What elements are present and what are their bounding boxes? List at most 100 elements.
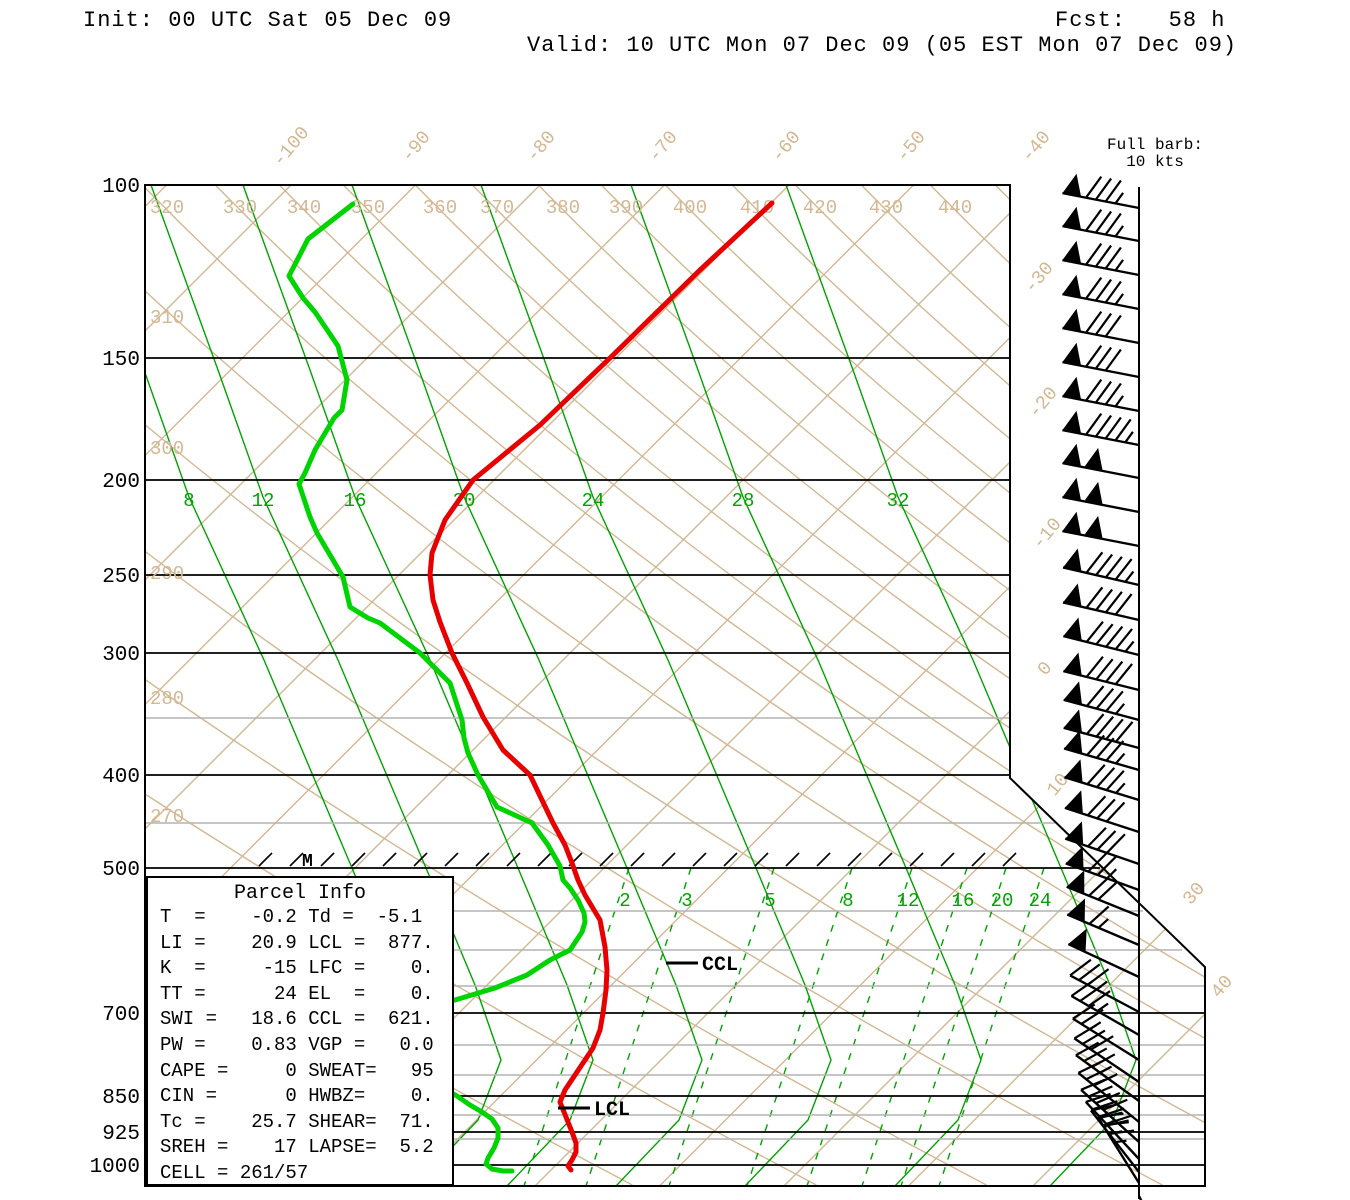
pressure-axis-label: 400: [102, 766, 140, 789]
dry-adiabat-label: 350: [351, 197, 385, 219]
parcel-info-panel: Parcel Info T = -0.2 Td = -5.1 LI = 20.9 …: [146, 876, 454, 1186]
dry-adiabat-label: 340: [287, 197, 321, 219]
dry-adiabat-label: 300: [150, 438, 184, 460]
wind-barb: [1063, 617, 1140, 657]
wind-barb: [1073, 1024, 1140, 1083]
isotherm-line: [145, 185, 167, 1186]
dry-adiabat-line: [0, 185, 17, 1185]
mixing-ratio-line: [861, 867, 968, 1186]
dry-adiabat-line: [929, 185, 1205, 1186]
valid-time-label: Valid: 10 UTC Mon 07 Dec 09 (05 EST Mon …: [527, 33, 1238, 58]
mixing-ratio-label: 5: [764, 890, 775, 912]
isotherm-line: [145, 185, 914, 1186]
isotherm-line: [908, 185, 1205, 1186]
wind-barb: [1064, 790, 1140, 834]
mixing-ratio-label: 12: [897, 890, 920, 912]
wind-barb: [1063, 652, 1140, 692]
parcel-row: T = -0.2 Td = -5.1: [160, 906, 423, 928]
dry-adiabat-label: 400: [673, 197, 707, 219]
dry-adiabat-line: [731, 185, 1205, 1186]
pressure-axis-label: 500: [102, 859, 140, 882]
wind-barb: [1064, 759, 1140, 802]
isotherm-line: [145, 185, 665, 1186]
temperature-curve: [427, 200, 775, 1173]
mixing-ratio-line: [938, 867, 1045, 1186]
moist-adiabat-label: 16: [344, 490, 367, 512]
mixing-ratio-line: [806, 867, 913, 1186]
wind-barb: [1062, 173, 1140, 210]
moist-adiabat-line: [785, 185, 1137, 1186]
wind-barb: [1062, 206, 1140, 243]
dewpoint-curve: [286, 201, 588, 1174]
dry-adiabat-label: 290: [150, 563, 184, 585]
dry-adiabat-line: [145, 185, 817, 1186]
mixing-ratio-line: [523, 867, 630, 1186]
pressure-axis-label: 925: [102, 1123, 140, 1146]
mixing-ratio-line: [746, 867, 853, 1186]
isotherm-right-label: -10: [1028, 514, 1067, 554]
wind-barb: [1067, 928, 1140, 979]
forecast-hour-label: Fcst: 58 h: [1055, 8, 1226, 33]
dry-adiabat-label: 310: [150, 307, 184, 329]
isotherm-top-label: -40: [1017, 127, 1056, 167]
isotherm-line: [0, 185, 42, 1186]
wind-barb: [1065, 846, 1140, 892]
wind-barb: [1062, 308, 1140, 345]
mixing-ratio-line: [585, 867, 692, 1186]
dry-adiabat-label: 320: [150, 197, 184, 219]
moist-adiabat-label: 32: [887, 490, 910, 512]
dry-adiabat-label: 440: [938, 197, 972, 219]
sounding-curves: [286, 200, 775, 1174]
isotherm-line: [534, 185, 1205, 1186]
parcel-info-title: Parcel Info: [233, 882, 367, 905]
isotherm-line: [783, 185, 1205, 1186]
wind-barb: [1062, 342, 1140, 379]
isotherm-line: [145, 185, 790, 1186]
isotherm-line: [410, 185, 1205, 1186]
isotherm-top-label: -50: [892, 127, 931, 167]
isotherm-line: [145, 185, 541, 1186]
wind-barb: [1062, 583, 1140, 622]
mixing-ratio-line: [668, 867, 775, 1186]
parcel-row: K = -15 LFC = 0.: [160, 957, 434, 980]
isotherm-right-label: 30: [1178, 878, 1210, 910]
parcel-row: TT = 24 EL = 0.: [160, 982, 434, 1005]
dry-adiabat-line: [145, 185, 1205, 1186]
mixing-ratio-label: 3: [681, 890, 692, 912]
pressure-axis-label: 250: [102, 566, 140, 589]
isotherm-top-label: -60: [767, 127, 806, 167]
barb-legend: Full barb: 10 kts: [1095, 137, 1215, 171]
mixing-ratio-label: 20: [991, 890, 1014, 912]
parcel-row: PW = 0.83 VGP = 0.0: [160, 1034, 434, 1056]
moist-adiabat-label: 8: [183, 490, 194, 512]
wind-barb: [1096, 1112, 1141, 1184]
wind-barb: [1062, 376, 1140, 413]
wind-barb: [1064, 821, 1140, 866]
mixing-ratio-label: 8: [842, 890, 853, 912]
wind-barb: [1062, 274, 1140, 311]
dry-adiabat-line: [145, 185, 987, 1186]
wind-barb: [1137, 1195, 1143, 1200]
dry-adiabat-line: [278, 185, 1205, 1186]
wind-barb: [1062, 511, 1140, 548]
plot-border: [144, 184, 1206, 1187]
mixing-ratio-line: [900, 867, 1007, 1186]
wind-barb-column: [1062, 173, 1143, 1200]
parcel-row: CELL = 261/57: [160, 1162, 309, 1184]
moist-adiabat-label: 28: [732, 490, 755, 512]
wind-barb: [1066, 870, 1140, 918]
init-time-label: Init: 00 UTC Sat 05 Dec 09: [83, 8, 453, 33]
isotherm-top-label: -100: [268, 122, 314, 171]
mixing-ratio-label: 16: [952, 890, 975, 912]
parcel-row: Tc = 25.7 SHEAR= 71.: [160, 1110, 434, 1133]
isotherm-line: [145, 185, 416, 1186]
isotherm-right-label: 0: [1033, 657, 1057, 680]
dry-adiabat-label: 430: [869, 197, 903, 219]
pressure-axis-label: 1000: [90, 1156, 140, 1179]
isotherm-right-label: -30: [1020, 258, 1059, 298]
dry-adiabat-line: [537, 185, 1205, 1186]
dry-adiabat-label: 410: [740, 197, 774, 219]
isotherm-right-label: 40: [1206, 971, 1238, 1003]
wind-barb: [1062, 548, 1140, 587]
